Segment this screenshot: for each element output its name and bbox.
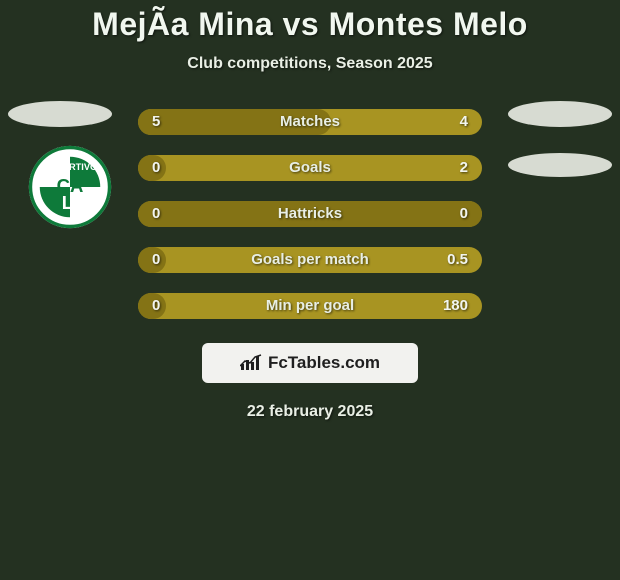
date-label: 22 february 2025 (0, 403, 620, 421)
stat-row: 00Hattricks (138, 201, 482, 227)
page-title: MejÃ­a Mina vs Montes Melo (0, 0, 620, 43)
brand-box[interactable]: FcTables.com (202, 343, 418, 383)
stat-row: 02Goals (138, 155, 482, 181)
deportivo-cali-badge-icon: DEPORTIVO CA LI (28, 145, 112, 229)
stat-label: Goals (138, 155, 482, 181)
player-right-avatar-placeholder (508, 101, 612, 127)
stat-label: Goals per match (138, 247, 482, 273)
stat-label: Hattricks (138, 201, 482, 227)
stat-label: Matches (138, 109, 482, 135)
comparison-area: DEPORTIVO CA LI 54Matches 02Goals 00Hattri… (0, 109, 620, 421)
player-left-avatar-placeholder (8, 101, 112, 127)
stat-label: Min per goal (138, 293, 482, 319)
club-left-badge: DEPORTIVO CA LI (28, 145, 112, 229)
stat-row: 0180Min per goal (138, 293, 482, 319)
stat-rows: 54Matches 02Goals 00Hattricks 00.5Goals per… (138, 109, 482, 319)
brand-label: FcTables.com (268, 353, 380, 373)
club-right-badge-placeholder (508, 153, 612, 177)
svg-text:LI: LI (62, 192, 78, 213)
stat-row: 00.5Goals per match (138, 247, 482, 273)
bar-chart-icon (240, 354, 262, 372)
svg-text:DEPORTIVO: DEPORTIVO (43, 162, 97, 172)
page-subtitle: Club competitions, Season 2025 (0, 55, 620, 73)
page-root: MejÃ­a Mina vs Montes Melo Club competit… (0, 0, 620, 580)
stat-row: 54Matches (138, 109, 482, 135)
